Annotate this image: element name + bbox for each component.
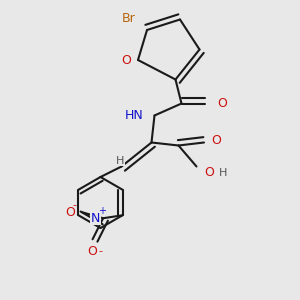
Text: +: + bbox=[98, 206, 106, 216]
Text: Br: Br bbox=[122, 11, 136, 25]
Text: N: N bbox=[91, 212, 100, 225]
Text: HN: HN bbox=[125, 109, 144, 122]
Text: O: O bbox=[204, 166, 214, 179]
Text: O: O bbox=[121, 53, 131, 67]
Text: H: H bbox=[219, 167, 227, 178]
Text: O: O bbox=[218, 97, 227, 110]
Text: H: H bbox=[116, 155, 124, 166]
Text: -: - bbox=[98, 246, 102, 256]
Text: O: O bbox=[212, 134, 221, 148]
Text: -: - bbox=[73, 200, 76, 210]
Text: O: O bbox=[65, 206, 75, 219]
Text: O: O bbox=[88, 245, 98, 258]
